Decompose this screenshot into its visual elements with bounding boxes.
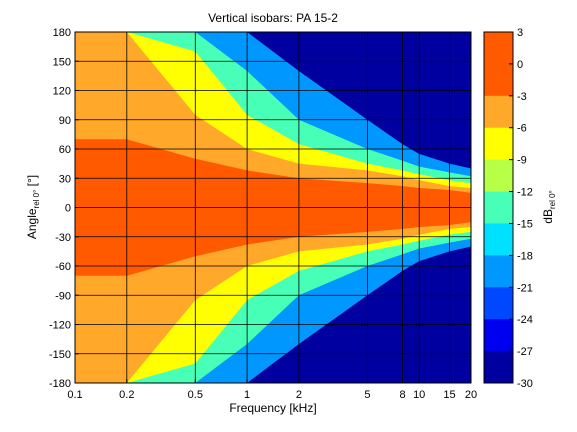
x-tick-label: 0.2 [119, 389, 134, 401]
colorbar-tick-label: -15 [517, 218, 533, 230]
y-tick-label: -60 [55, 261, 71, 273]
y-tick-label: -150 [49, 349, 71, 361]
y-tick-label: 120 [53, 86, 71, 98]
colorbar-frame [483, 31, 514, 384]
y-axis-ticks: -180 -150 -120 -90 -60 -30 0 30 60 90 120 150 180 [49, 27, 79, 390]
colorbar-label-sub: rel 0° [548, 190, 557, 209]
x-tick-label: 15 [443, 389, 455, 401]
x-tick-label: 0.1 [67, 389, 82, 401]
x-tick-label: 0.5 [188, 389, 203, 401]
colorbar-swatch [484, 159, 513, 193]
colorbar-tick-label: -3 [517, 91, 527, 103]
y-tick-label: -120 [49, 320, 71, 332]
colorbar-tick-label: -24 [517, 314, 533, 326]
colorbar-swatch [484, 32, 513, 65]
colorbar-swatch [484, 287, 513, 320]
y-tick-label: 180 [53, 27, 71, 39]
colorbar-swatch [484, 127, 513, 161]
colorbar-swatch [484, 351, 513, 384]
y-axis-label: Anglerel 0° [°] [25, 175, 41, 239]
colorbar-tick-label: -18 [517, 250, 533, 262]
y-tick-label: 150 [53, 56, 71, 68]
x-tick-label: 2 [296, 389, 302, 401]
x-axis-ticks: 0.1 0.2 0.5 1 2 5 8 10 15 20 [67, 379, 477, 401]
colorbar-tick-label: -9 [517, 155, 527, 167]
colorbar-swatch [484, 63, 513, 97]
colorbar-ticks: 3 0 -3 -6 -9 -12 -15 -18 -21 -24 -27 -30 [509, 27, 533, 390]
y-axis-label-sub: rel 0° [32, 190, 41, 209]
y-axis-label-unit: [°] [25, 175, 39, 190]
y-tick-label: -90 [55, 290, 71, 302]
colorbar-tick-label: -6 [517, 123, 527, 135]
colorbar-swatch [484, 319, 513, 352]
x-tick-label: 20 [465, 389, 477, 401]
y-tick-label: 30 [59, 173, 71, 185]
y-tick-label: -180 [49, 378, 71, 390]
chart-title: Vertical isobars: PA 15-2 [208, 11, 338, 25]
colorbar [484, 32, 513, 384]
colorbar-swatch [484, 223, 513, 256]
colorbar-tick-label: -30 [517, 378, 533, 390]
colorbar-swatch [484, 95, 513, 129]
colorbar-label-main: dB [541, 209, 555, 224]
colorbar-tick-label: 0 [517, 59, 523, 71]
colorbar-label: dBrel 0° [541, 190, 557, 223]
y-axis-label-main: Angle [25, 208, 39, 239]
x-tick-label: 8 [399, 389, 405, 401]
colorbar-tick-label: -27 [517, 346, 533, 358]
colorbar-swatch [484, 255, 513, 288]
colorbar-tick-label: -21 [517, 282, 533, 294]
x-tick-label: 5 [364, 389, 370, 401]
y-tick-label: -30 [55, 232, 71, 244]
x-axis-label: Frequency [kHz] [229, 401, 316, 415]
y-tick-label: 0 [65, 203, 71, 215]
x-tick-label: 1 [244, 389, 250, 401]
y-tick-label: 90 [59, 115, 71, 127]
colorbar-swatch [484, 191, 513, 224]
colorbar-tick-label: -12 [517, 187, 533, 199]
x-tick-label: 10 [413, 389, 425, 401]
y-tick-label: 60 [59, 144, 71, 156]
colorbar-tick-label: 3 [517, 27, 523, 39]
